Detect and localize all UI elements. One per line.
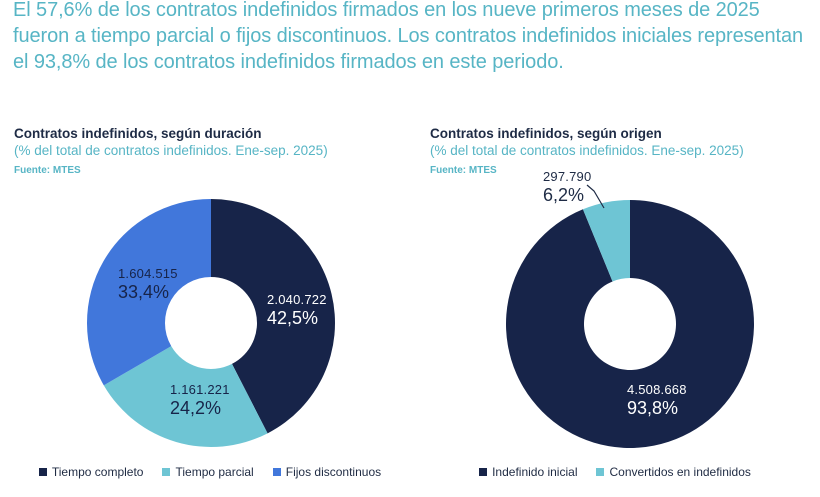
slice-value: 1.161.221	[170, 382, 230, 397]
legend-swatch-indefinido-inicial	[479, 468, 488, 476]
slice-label-tiempo-completo: 2.040.722 42,5%	[267, 292, 327, 329]
legend-swatch-convertidos	[596, 468, 605, 476]
legend-duracion: Tiempo completo Tiempo parcial Fijos dis…	[0, 465, 420, 479]
chart-source-origen: Fuente: MTES	[430, 165, 497, 176]
chart-subtitle-duracion: (% del total de contratos indefinidos. E…	[14, 143, 328, 158]
slice-value: 4.508.668	[627, 382, 687, 397]
legend-label: Fijos discontinuos	[285, 465, 382, 479]
slice-value: 297.790	[543, 169, 592, 184]
slice-percent: 93,8%	[627, 398, 679, 418]
legend-label: Tiempo parcial	[175, 465, 254, 479]
slice-value: 2.040.722	[267, 292, 327, 307]
slice-label-convertidos: 297.790 6,2%	[543, 169, 591, 206]
legend-swatch-tiempo-parcial	[162, 468, 171, 476]
slice-percent: 33,4%	[118, 282, 170, 302]
slice-label-fijos-discontinuos: 1.604.515 33,4%	[118, 266, 178, 303]
legend-item-tiempo-completo[interactable]: Tiempo completo	[38, 465, 144, 479]
legend-swatch-fijos-discontinuos	[272, 468, 281, 476]
donut-slice-fijos-discontinuos[interactable]	[87, 199, 211, 386]
legend-label: Indefinido inicial	[492, 465, 578, 479]
donut-slice-convertidos-en-indefinidos[interactable]	[582, 200, 630, 282]
headline: El 57,6% de los contratos indefinidos fi…	[13, 0, 804, 73]
slice-percent: 42,5%	[267, 308, 319, 328]
leader-line-convertidos	[586, 184, 605, 209]
chart-subtitle-origen: (% del total de contratos indefinidos. E…	[430, 143, 744, 158]
legend-label: Convertidos en indefinidos	[609, 465, 751, 479]
legend-origen: Indefinido inicial Convertidos en indefi…	[420, 465, 810, 479]
slice-value: 1.604.515	[118, 266, 178, 281]
slice-label-indefinido-inicial: 4.508.668 93,8%	[627, 382, 687, 419]
legend-item-tiempo-parcial[interactable]: Tiempo parcial	[162, 465, 254, 479]
donut-chart-duracion	[87, 199, 335, 447]
donut-chart-origen	[506, 200, 754, 448]
slice-percent: 24,2%	[170, 398, 222, 418]
chart-source-duracion: Fuente: MTES	[14, 165, 81, 176]
legend-item-indefinido-inicial[interactable]: Indefinido inicial	[479, 465, 577, 479]
legend-item-fijos-discontinuos[interactable]: Fijos discontinuos	[272, 465, 382, 479]
slice-label-tiempo-parcial: 1.161.221 24,2%	[170, 382, 230, 419]
legend-swatch-tiempo-completo	[38, 468, 47, 476]
donut-slice-indefinido-inicial[interactable]	[506, 200, 754, 448]
donut-slice-tiempo-completo[interactable]	[211, 199, 335, 434]
chart-title-duracion: Contratos indefinidos, según duración	[14, 126, 262, 141]
donut-slice-tiempo-parcial[interactable]	[103, 346, 268, 447]
chart-title-origen: Contratos indefinidos, según origen	[430, 126, 662, 141]
slice-percent: 6,2%	[543, 185, 585, 205]
legend-label: Tiempo completo	[51, 465, 144, 479]
legend-item-convertidos[interactable]: Convertidos en indefinidos	[596, 465, 751, 479]
